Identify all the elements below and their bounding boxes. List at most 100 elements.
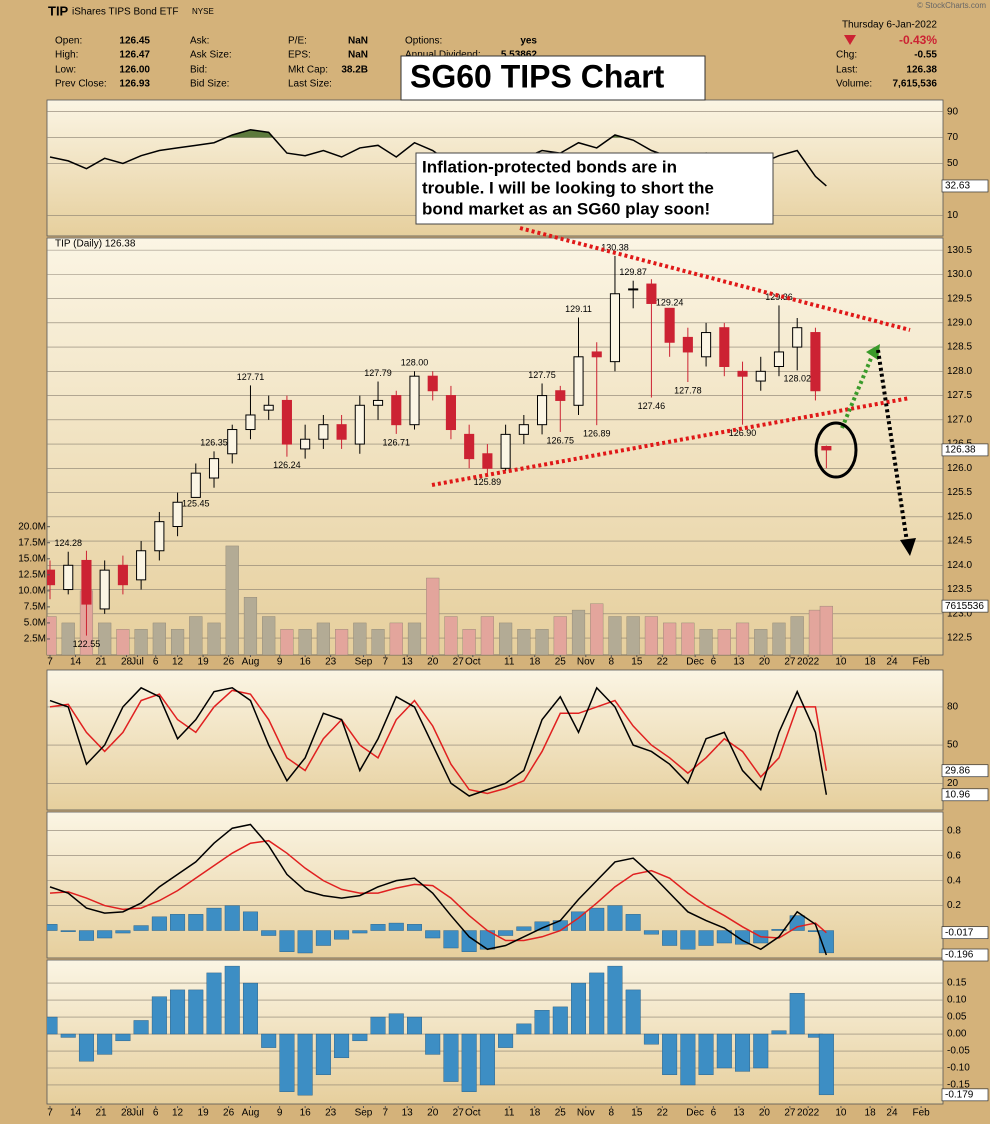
- histogram-bar: [261, 1033, 277, 1048]
- candle-body: [664, 307, 675, 343]
- price-annotation: 126.75: [547, 435, 575, 445]
- annotations: SG60 TIPS Chart Inflation-protected bond…: [400, 55, 916, 556]
- value-tag: -0.017: [945, 927, 974, 938]
- candle-body: [281, 399, 292, 445]
- x-tick-label: 18: [865, 1108, 877, 1119]
- y-tick-label: 70: [947, 132, 959, 143]
- x-tick-label: 9: [277, 1108, 283, 1119]
- note-line: trouble. I will be looking to short the: [422, 178, 714, 197]
- note-line: bond market as an SG60 play soon!: [422, 199, 710, 218]
- x-tick-label: 12: [172, 1108, 184, 1119]
- field-label: Chg:: [836, 50, 857, 61]
- volume-bar: [98, 622, 112, 655]
- histogram-bar: [279, 930, 295, 952]
- y-tick-label: 128.5: [947, 342, 972, 353]
- field-value: 126.45: [119, 36, 150, 47]
- y-tick-label: 125.0: [947, 511, 972, 522]
- y-tick-label: 0.4: [947, 875, 961, 886]
- histogram-bar: [60, 930, 76, 932]
- x-tick-label: 11: [504, 657, 515, 668]
- histogram-bar: [625, 914, 641, 931]
- y-tick-label: 130.0: [947, 269, 972, 280]
- histogram-bar: [662, 1033, 678, 1075]
- histogram-bar: [170, 914, 186, 931]
- value-tag-box: [941, 443, 989, 457]
- histogram-bar: [753, 1033, 769, 1069]
- candle-body: [755, 370, 766, 382]
- candle-body: [445, 395, 456, 431]
- price-annotation: 129.87: [619, 267, 647, 277]
- candle-body: [63, 564, 74, 591]
- histogram-bar: [534, 921, 550, 931]
- x-tick-label: 21: [95, 1108, 107, 1119]
- candle-body: [719, 327, 730, 367]
- histogram-bar: [552, 1006, 568, 1035]
- green-arrowhead: [866, 344, 880, 360]
- price-annotation: 127.46: [638, 401, 666, 411]
- price-annotation: 125.89: [474, 477, 502, 487]
- field-label: Annual Dividend:: [405, 50, 481, 61]
- exchange: NYSE: [192, 7, 214, 16]
- histogram-bar: [716, 1033, 732, 1069]
- y-tick-label: 0.6: [947, 850, 961, 861]
- x-tick-label: 26: [223, 657, 235, 668]
- x-tick-label: Sep: [355, 657, 373, 668]
- candle-body: [300, 438, 311, 450]
- volume-bar: [499, 622, 513, 655]
- y2-tick-label: 12.5M: [18, 569, 46, 580]
- candle-body: [354, 404, 365, 445]
- x-tick-label: Dec: [686, 657, 704, 668]
- y-tick-label: 80: [947, 702, 959, 713]
- y-tick-label: -0.05: [947, 1046, 970, 1057]
- field-label: Bid Size:: [190, 79, 229, 90]
- volume-bar: [335, 629, 349, 655]
- price-annotation: 130.38: [601, 242, 629, 252]
- histogram-bar: [78, 930, 94, 941]
- x-tick-label: 6: [153, 1108, 159, 1119]
- volume-bar: [371, 629, 385, 655]
- x-tick-label: 19: [198, 657, 210, 668]
- candle-body: [628, 288, 639, 291]
- candle-body: [518, 424, 529, 435]
- value-tag: 10.96: [945, 789, 970, 800]
- y-tick-label: 0.15: [947, 978, 967, 989]
- upper-trend-line: [519, 226, 911, 332]
- candle-body: [336, 424, 347, 440]
- x-tick-label: 6: [711, 657, 717, 668]
- candle-body: [609, 293, 621, 363]
- histogram-bar: [133, 1020, 149, 1035]
- candle-body: [482, 453, 493, 469]
- x-tick-label: 28: [121, 1108, 133, 1119]
- field-value: 38.2B: [341, 65, 368, 76]
- x-tick-label: 16: [300, 1108, 312, 1119]
- candle-body: [682, 336, 693, 353]
- x-tick-label: 22: [657, 1108, 669, 1119]
- histogram-bar: [643, 1033, 659, 1045]
- candle-body: [773, 351, 785, 367]
- volume-bar: [626, 616, 640, 655]
- black-arrow: [876, 349, 909, 543]
- candle-body: [99, 569, 110, 610]
- histogram-bar: [407, 1016, 422, 1035]
- volume-bar: [699, 629, 713, 655]
- x-tick-label: 9: [277, 657, 283, 668]
- x-tick-label: 7: [47, 1108, 53, 1119]
- histogram-bar: [589, 907, 605, 931]
- histogram-bar: [224, 965, 240, 1035]
- histogram-bar: [407, 924, 422, 931]
- y-tick-label: 130.5: [947, 245, 972, 256]
- x-tick-label: 20: [759, 657, 771, 668]
- field-label: Last Size:: [288, 79, 332, 90]
- candle-body: [172, 501, 183, 528]
- value-tag: -0.196: [945, 950, 974, 961]
- histogram-bar: [206, 972, 222, 1035]
- volume-bar: [262, 616, 276, 655]
- y-tick-label: 129.0: [947, 317, 972, 328]
- histogram-bar: [97, 1033, 113, 1055]
- x-tick-label: 25: [555, 1108, 567, 1119]
- histogram-bar: [261, 930, 277, 936]
- x-tick-label: 24: [886, 1108, 898, 1119]
- field-value: -0.55: [914, 50, 937, 61]
- candle-body: [701, 332, 712, 358]
